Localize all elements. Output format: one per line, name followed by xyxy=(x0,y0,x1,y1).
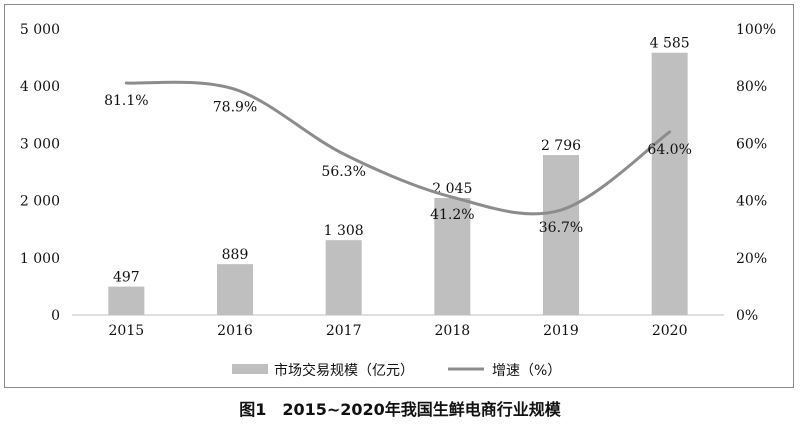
bar-2017 xyxy=(325,240,362,315)
legend: 市场交易规模（亿元） 增速（%） xyxy=(232,362,561,379)
x-tick-label: 2020 xyxy=(652,323,688,339)
x-tick-label: 2017 xyxy=(326,323,362,339)
left-tick-label: 1 000 xyxy=(20,251,60,267)
legend-bar-swatch xyxy=(232,364,268,374)
legend-line-label: 增速（%） xyxy=(492,363,561,379)
growth-rate-label: 81.1% xyxy=(104,93,148,109)
legend-bar-label: 市场交易规模（亿元） xyxy=(274,362,414,379)
growth-rate-label: 64.0% xyxy=(647,142,691,158)
bar-value-label: 4 585 xyxy=(650,36,690,52)
right-tick-label: 0% xyxy=(736,308,758,324)
right-tick-label: 20% xyxy=(736,251,767,267)
x-tick-label: 2016 xyxy=(217,323,253,339)
left-axis-ticks: 0 1 000 2 000 3 000 4 000 5 000 xyxy=(20,22,60,324)
right-axis-ticks: 0% 20% 40% 60% 80% 100% xyxy=(736,22,776,324)
bar-2019 xyxy=(543,155,579,315)
left-tick-label: 3 000 xyxy=(20,136,60,152)
x-tick-label: 2019 xyxy=(543,323,579,339)
bar-2018 xyxy=(434,198,471,315)
right-tick-label: 60% xyxy=(736,136,767,152)
bar-series xyxy=(108,52,688,315)
growth-rate-label: 41.2% xyxy=(430,207,474,223)
right-tick-label: 80% xyxy=(736,79,767,95)
x-tick-label: 2018 xyxy=(435,323,471,339)
left-tick-label: 0 xyxy=(51,308,60,324)
bar-value-label: 2 796 xyxy=(541,138,581,154)
bar-2015 xyxy=(108,286,145,315)
right-tick-label: 100% xyxy=(736,22,776,38)
growth-rate-line xyxy=(124,80,672,216)
figure-caption: 图1 2015~2020年我国生鲜电商行业规模 xyxy=(239,400,561,419)
bar-value-label: 1 308 xyxy=(324,223,364,239)
growth-rate-labels: 81.1% 78.9% 56.3% 41.2% 36.7% 64.0% xyxy=(104,93,692,236)
x-tick-label: 2015 xyxy=(109,323,145,339)
right-tick-label: 40% xyxy=(736,194,767,210)
chart-svg: 0 1 000 2 000 3 000 4 000 5 000 0% 20% 40% 60% 80… xyxy=(20,22,776,379)
left-tick-label: 2 000 xyxy=(20,194,60,210)
x-axis-category-labels: 2015 2016 2017 2018 2019 2020 xyxy=(109,323,688,339)
bar-value-label: 889 xyxy=(222,247,249,263)
growth-rate-label: 78.9% xyxy=(213,99,257,115)
growth-rate-label: 56.3% xyxy=(321,164,365,180)
bar-2016 xyxy=(217,264,253,315)
left-tick-label: 4 000 xyxy=(20,79,60,95)
left-tick-label: 5 000 xyxy=(20,22,60,38)
growth-rate-label: 36.7% xyxy=(539,220,583,236)
bar-value-label: 497 xyxy=(113,270,140,286)
bar-2020 xyxy=(651,52,688,315)
